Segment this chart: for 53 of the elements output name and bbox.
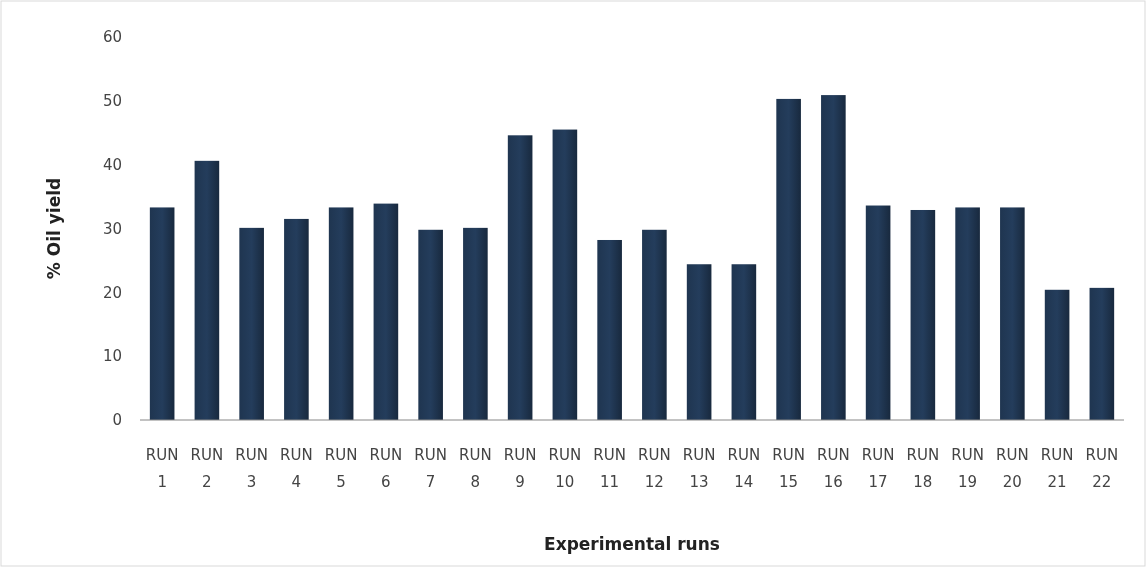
x-tick-label: RUN 17 bbox=[861, 446, 895, 491]
x-tick-label: RUN 10 bbox=[548, 446, 582, 491]
bar bbox=[910, 209, 936, 420]
bar bbox=[955, 207, 980, 420]
bar bbox=[1044, 289, 1070, 420]
bar bbox=[776, 98, 801, 420]
bar bbox=[731, 264, 757, 420]
y-tick-label: 10 bbox=[102, 347, 122, 366]
bar bbox=[418, 229, 443, 420]
bar bbox=[373, 203, 399, 420]
bar bbox=[552, 129, 578, 420]
y-tick-label: 30 bbox=[102, 219, 122, 238]
x-tick-label: RUN 18 bbox=[906, 446, 940, 491]
bar bbox=[597, 239, 622, 420]
y-tick-label: 20 bbox=[102, 283, 122, 302]
x-tick-label: RUN 11 bbox=[593, 446, 626, 491]
x-tick-label: RUN 14 bbox=[727, 446, 761, 491]
bar bbox=[1089, 287, 1115, 420]
bar bbox=[821, 95, 846, 420]
x-axis-title: Experimental runs bbox=[544, 534, 720, 554]
x-tick-label: RUN 8 bbox=[459, 446, 492, 491]
x-tick-label: RUN 1 bbox=[145, 446, 179, 491]
x-tick-label: RUN 12 bbox=[638, 446, 671, 491]
x-tick-label: RUN 20 bbox=[996, 446, 1029, 491]
y-tick-label: 0 bbox=[112, 411, 122, 430]
x-tick-label: RUN 22 bbox=[1085, 446, 1119, 491]
y-tick-label: 60 bbox=[102, 28, 122, 47]
x-tick-label: RUN 13 bbox=[682, 446, 716, 491]
y-axis-title: % Oil yield bbox=[44, 177, 64, 280]
bar bbox=[642, 229, 667, 420]
bar bbox=[149, 207, 175, 420]
x-tick-label: RUN 3 bbox=[235, 446, 268, 491]
y-tick-label: 50 bbox=[102, 92, 122, 111]
x-tick-label: RUN 15 bbox=[772, 446, 805, 491]
bar bbox=[865, 205, 891, 420]
bar bbox=[1000, 207, 1025, 420]
bar bbox=[507, 135, 533, 420]
bar bbox=[194, 160, 220, 420]
x-tick-label: RUN 7 bbox=[414, 446, 447, 491]
bar bbox=[239, 227, 264, 420]
x-tick-label: RUN 6 bbox=[369, 446, 403, 491]
x-tick-label: RUN 2 bbox=[190, 446, 224, 491]
bar bbox=[463, 227, 488, 420]
bar bbox=[284, 218, 309, 420]
bar bbox=[328, 207, 354, 420]
x-tick-label: RUN 5 bbox=[324, 446, 358, 491]
bar bbox=[686, 264, 712, 420]
x-tick-label: RUN 19 bbox=[951, 446, 984, 491]
x-tick-label: RUN 16 bbox=[817, 446, 850, 491]
x-tick-label: RUN 9 bbox=[503, 446, 537, 491]
x-tick-label: RUN 21 bbox=[1040, 446, 1074, 491]
y-tick-label: 40 bbox=[102, 155, 122, 174]
x-tick-label: RUN 4 bbox=[280, 446, 313, 491]
